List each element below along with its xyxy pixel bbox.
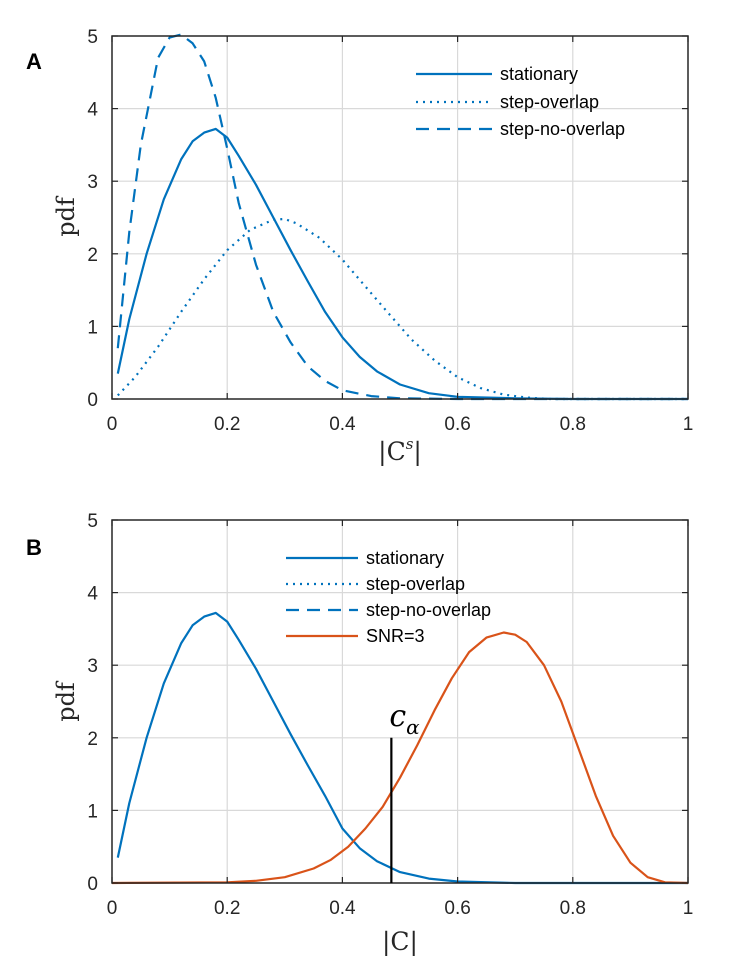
- panel-a-x-axis-label-base: |C: [378, 437, 406, 467]
- panel-a-grid: [112, 36, 688, 399]
- panel-a-series-stationary: [116, 127, 688, 401]
- legend-a-label-step-no-overlap: step-no-overlap: [500, 119, 625, 139]
- panel-b-x-tick-label: 0.6: [444, 898, 470, 919]
- panel-b-x-tick-label: 1: [683, 898, 694, 919]
- panel-a-x-axis-label: |Cs|: [378, 435, 422, 467]
- panel-a-y-tick-label: 3: [87, 172, 98, 193]
- panel-b-x-tick-label: 0.2: [214, 898, 240, 919]
- panel-a-series-step-no-overlap: [116, 33, 688, 401]
- panel-b-letter: B: [26, 535, 42, 560]
- panel-a-x-tick-label: 0.4: [329, 414, 356, 435]
- c-alpha-annotation: cα: [389, 699, 420, 883]
- panel-b-x-axis-label: |C|: [382, 927, 418, 957]
- panel-b-y-tick-label: 3: [87, 656, 98, 677]
- panel-a-letter: A: [26, 49, 42, 74]
- panel-b-grid: [112, 520, 688, 883]
- panel-a-x-tick-label: 0.2: [214, 414, 240, 435]
- panel-a-x-tick-label: 0.8: [560, 414, 586, 435]
- panel-a-ticks: 0 0.2 0.4 0.6 0.8 1 0 1 2 3 4 5: [87, 27, 693, 435]
- panel-b-legend: stationary step-overlap step-no-overlap …: [286, 548, 491, 646]
- panel-b-series-stationary: [116, 611, 688, 885]
- panel-a-y-tick-label: 4: [87, 100, 98, 121]
- c-alpha-label-base: c: [389, 699, 406, 734]
- c-alpha-label: cα: [389, 699, 420, 739]
- panel-a-x-tick-label: 0.6: [444, 414, 470, 435]
- panel-a-y-tick-label: 2: [87, 245, 98, 266]
- c-alpha-label-subscript: α: [406, 715, 420, 739]
- panel-a-y-tick-label: 0: [87, 390, 98, 411]
- panel-b-x-tick-label: 0.4: [329, 898, 356, 919]
- panel-b-series: [111, 611, 689, 885]
- panel-a-series-step-overlap: [117, 217, 688, 401]
- panel-b-x-tick-label: 0: [107, 898, 118, 919]
- panel-a-x-tick-label: 1: [683, 414, 694, 435]
- panel-b-y-axis-label: pdf: [52, 680, 80, 722]
- legend-b-label-snr3: SNR=3: [366, 626, 425, 646]
- panel-a-axes-box: [111, 35, 689, 400]
- panel-b-y-tick-label: 1: [87, 801, 98, 822]
- panel-b: B 0 0.2 0.4 0.6 0.8 1 0 1 2 3 4 5 pdf |C| stationar…: [26, 511, 693, 957]
- panel-a-x-axis-label-end: |: [413, 437, 421, 467]
- panel-b-y-tick-label: 4: [87, 584, 98, 605]
- legend-b-label-step-overlap: step-overlap: [366, 574, 465, 594]
- panel-a-y-axis-label: pdf: [52, 195, 80, 237]
- panel-a-y-tick-label: 1: [87, 317, 98, 338]
- panel-b-y-tick-label: 0: [87, 874, 98, 895]
- panel-b-series-snr-3: [111, 631, 689, 885]
- legend-b-label-stationary: stationary: [366, 548, 444, 568]
- legend-b-label-step-no-overlap: step-no-overlap: [366, 600, 491, 620]
- panel-b-y-tick-label: 5: [87, 511, 98, 532]
- panel-a: A 0 0.2 0.4 0.6 0.8 1 0 1 2 3 4 5 pdf |Cs| stationa…: [26, 27, 693, 467]
- panel-b-x-tick-label: 0.8: [560, 898, 586, 919]
- panel-b-y-tick-label: 2: [87, 729, 98, 750]
- panel-a-legend: stationary step-overlap step-no-overlap: [416, 64, 625, 139]
- panel-a-x-tick-label: 0: [107, 414, 118, 435]
- panel-b-ticks: 0 0.2 0.4 0.6 0.8 1 0 1 2 3 4 5: [87, 511, 693, 919]
- panel-a-x-axis-label-sup: s: [406, 435, 414, 453]
- panel-b-axes-box: [111, 519, 689, 884]
- panel-a-y-tick-label: 5: [87, 27, 98, 48]
- panel-a-series: [116, 33, 688, 401]
- legend-a-label-step-overlap: step-overlap: [500, 92, 599, 112]
- legend-a-label-stationary: stationary: [500, 64, 578, 84]
